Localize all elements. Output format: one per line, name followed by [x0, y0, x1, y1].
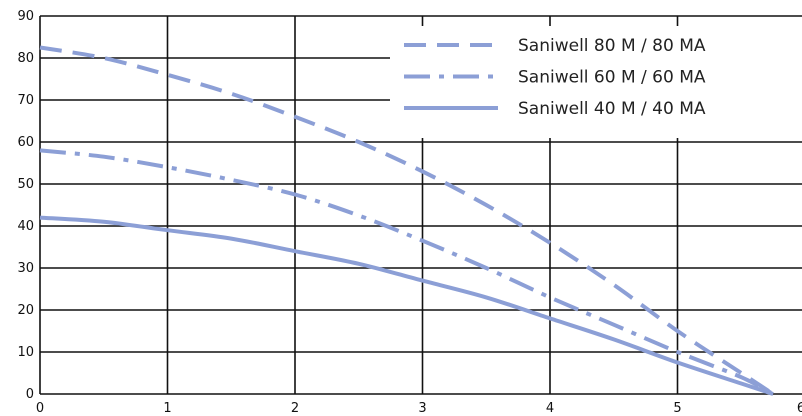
- y-tick-label: 60: [17, 135, 34, 150]
- series-line-1: [39, 45, 775, 396]
- legend: Saniwell 80 M / 80 MA Saniwell 60 M / 60 …: [390, 26, 802, 138]
- x-tick-label: 5: [673, 401, 681, 416]
- grid: [39, 15, 802, 395]
- series-line-2: [39, 148, 775, 396]
- legend-label: Saniwell 60 M / 60 MA: [518, 68, 706, 88]
- legend-label: Saniwell 40 M / 40 MA: [518, 99, 706, 119]
- x-tick-label: 1: [163, 401, 171, 416]
- legend-label: Saniwell 80 M / 80 MA: [518, 36, 706, 56]
- x-tick-label: 2: [291, 401, 299, 416]
- y-axis-ticks: 0 10 20 30 40 50 60 70 80 90: [17, 9, 34, 402]
- x-tick-label: 3: [418, 401, 426, 416]
- x-tick-label: 4: [546, 401, 554, 416]
- y-tick-label: 40: [17, 219, 34, 234]
- x-tick-label: 0: [36, 401, 44, 416]
- y-tick-label: 0: [26, 387, 34, 402]
- y-tick-label: 90: [17, 9, 34, 24]
- y-tick-label: 50: [17, 177, 34, 192]
- y-tick-label: 30: [17, 261, 34, 276]
- y-tick-label: 80: [17, 51, 34, 66]
- y-tick-label: 70: [17, 93, 34, 108]
- x-axis-ticks: 0 1 2 3 4 5 6: [36, 401, 802, 416]
- series-lines: [39, 45, 775, 396]
- y-tick-label: 10: [17, 345, 34, 360]
- series-line-3: [39, 215, 774, 396]
- y-tick-label: 20: [17, 303, 34, 318]
- x-tick-label: 6: [797, 401, 802, 416]
